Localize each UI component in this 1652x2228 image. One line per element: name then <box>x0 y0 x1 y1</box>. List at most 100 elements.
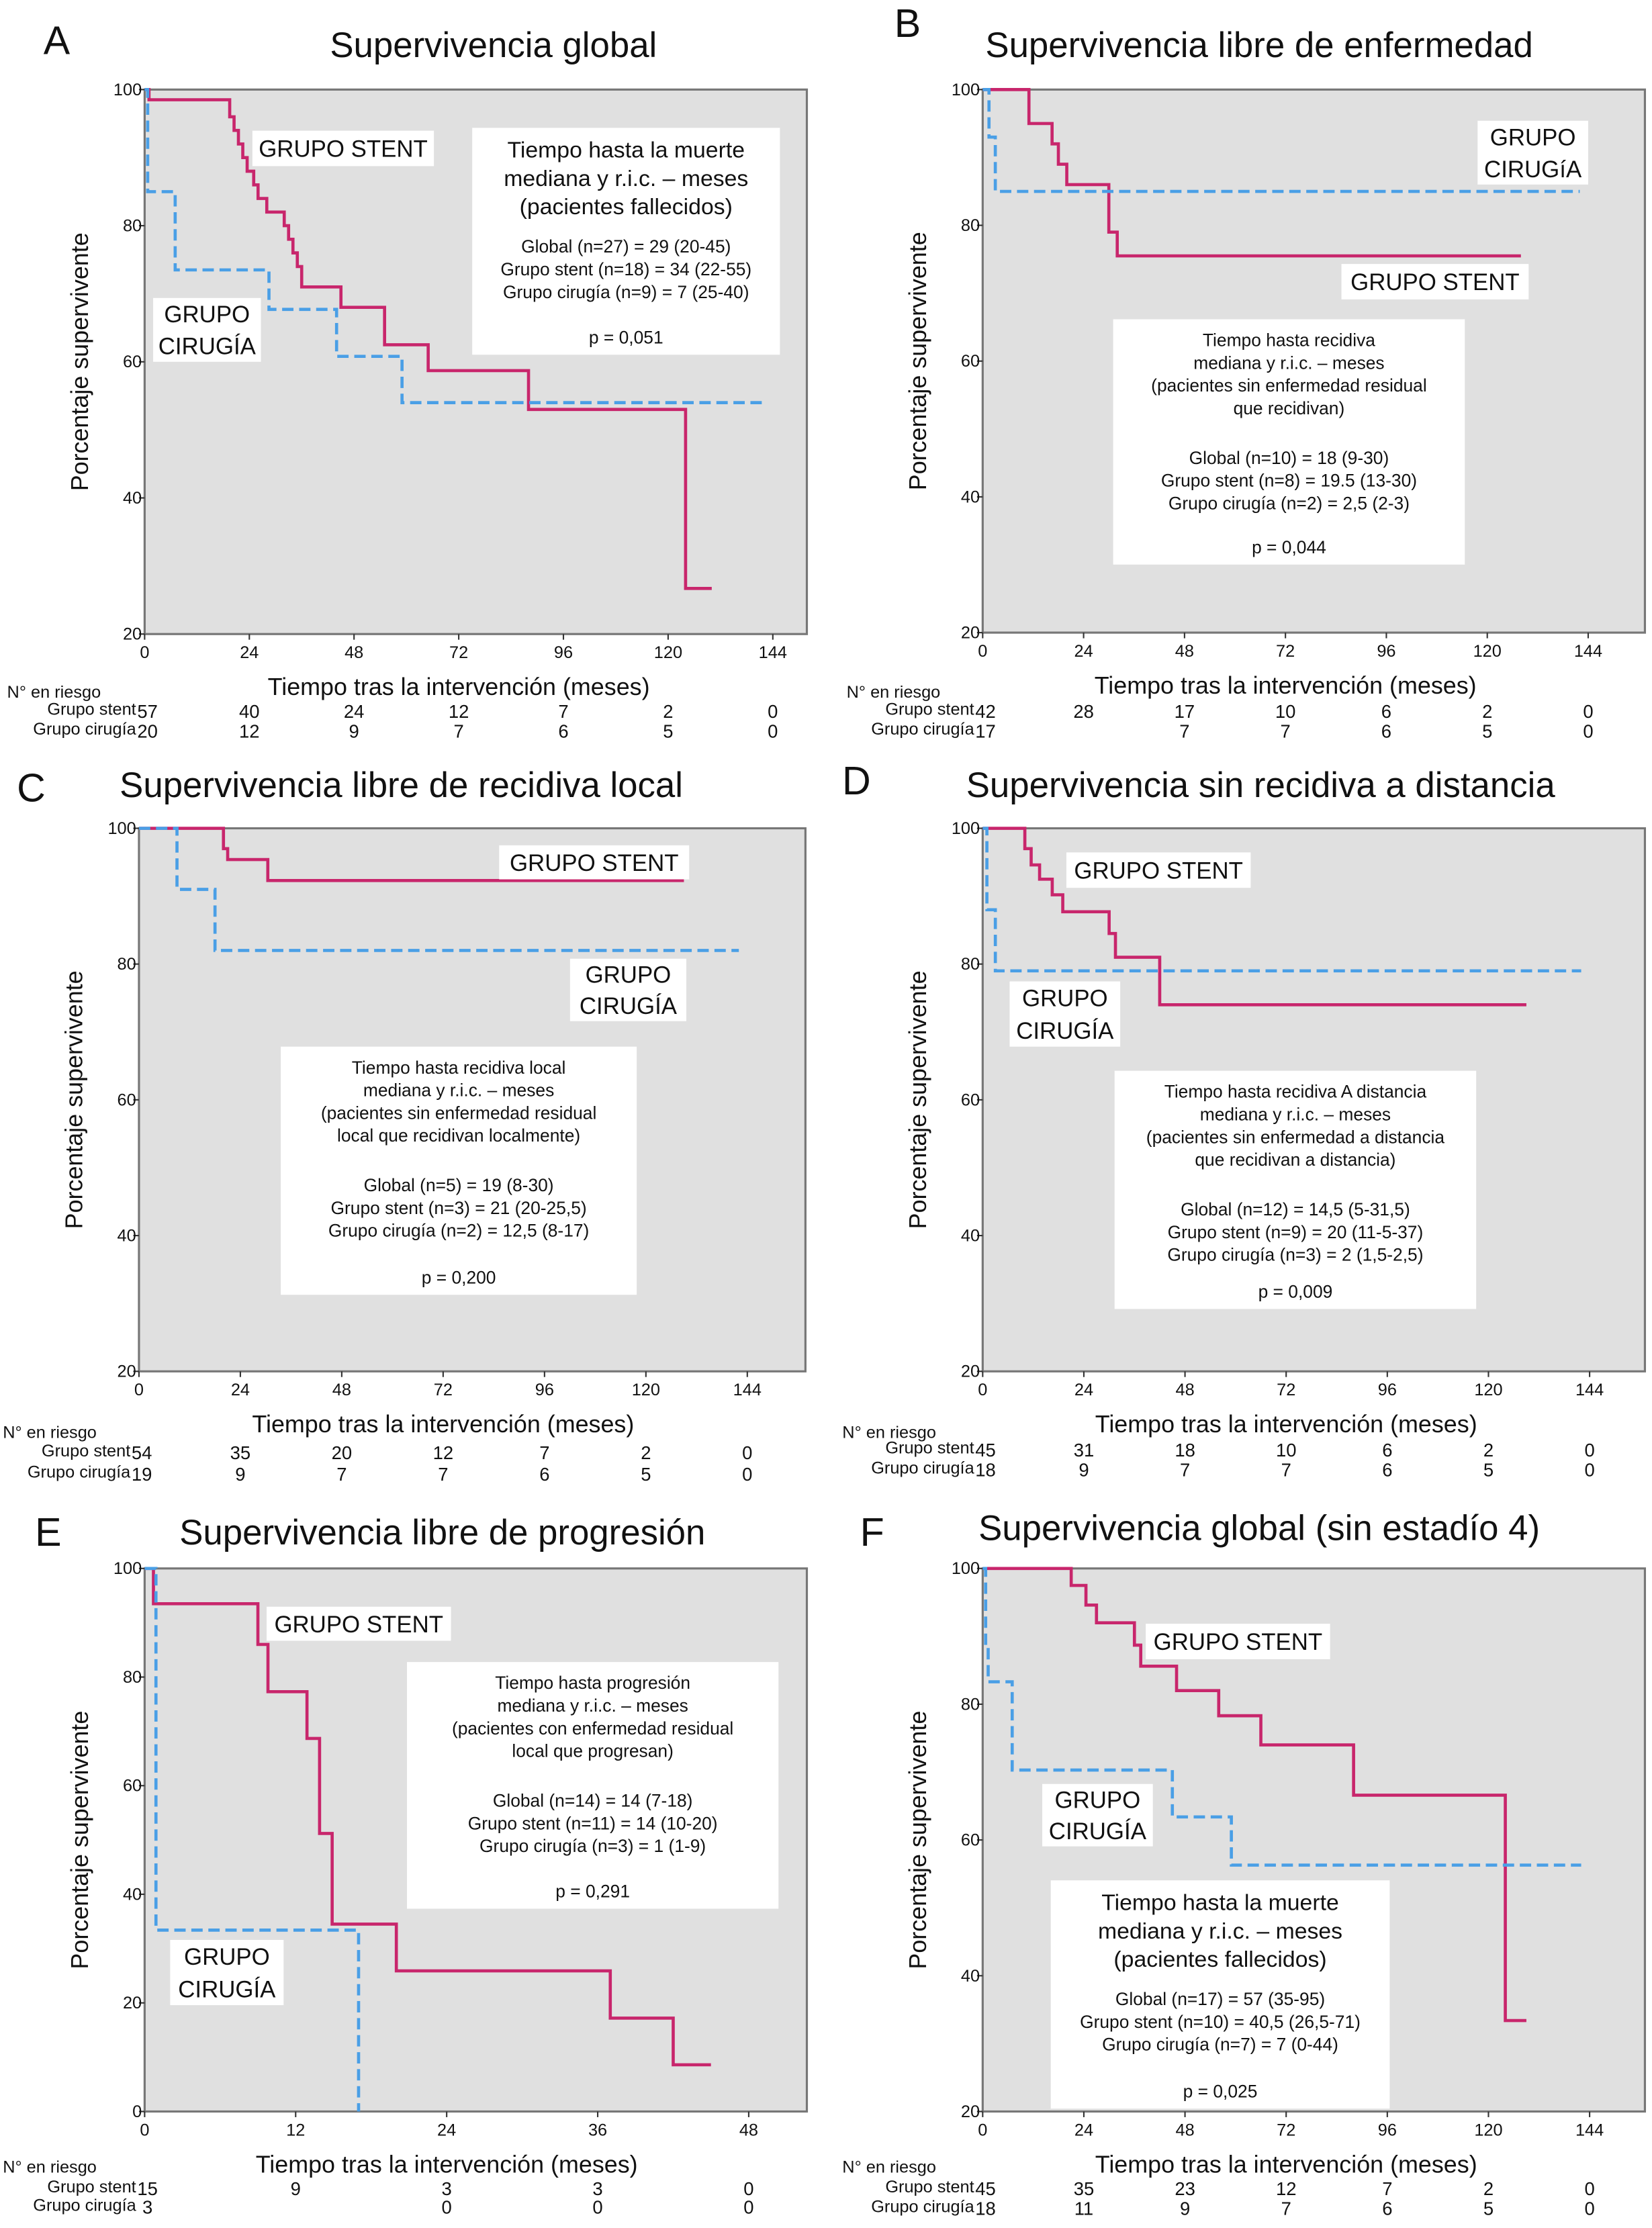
risk-stent-value: 7 <box>558 701 568 722</box>
info-header-line: Tiempo hasta la muerte <box>1101 1890 1338 1916</box>
x-tick-label: 144 <box>759 643 787 662</box>
risk-cirugia-value: 7 <box>1179 721 1189 741</box>
risk-cirugia-value: 6 <box>1382 1460 1392 1481</box>
info-box <box>1113 319 1465 565</box>
risk-stent-value: 17 <box>1175 701 1195 722</box>
risk-stent-value: 18 <box>1175 1440 1195 1460</box>
risk-cirugia-value: 12 <box>239 721 260 741</box>
info-header-line: (pacientes sin enfermedad residual <box>321 1103 597 1123</box>
info-header-line: local que progresan) <box>512 1741 673 1761</box>
y-tick-label: 20 <box>961 1362 980 1381</box>
x-axis-label: Tiempo tras la intervención (meses) <box>1095 2151 1477 2178</box>
info-box <box>1114 1070 1477 1309</box>
x-tick-label: 144 <box>733 1381 762 1399</box>
y-axis-label: Porcentaje supervivente <box>905 970 931 1229</box>
x-tick-label: 24 <box>231 1381 250 1399</box>
stent-group-label: GRUPO STENT <box>259 136 428 163</box>
risk-stent-value: 2 <box>1482 701 1492 722</box>
risk-stent-value: 0 <box>1584 1440 1594 1460</box>
risk-stent-value: 2 <box>1483 1440 1494 1460</box>
info-header-line: mediana y r.i.c. – meses <box>1193 353 1384 373</box>
chart-title: Supervivencia sin recidiva a distancia <box>966 765 1556 805</box>
info-stat-line: Grupo stent (n=3) = 21 (20-25,5) <box>330 1198 586 1218</box>
chart-title: Supervivencia libre de recidiva local <box>120 765 683 805</box>
risk-stent-value: 45 <box>975 2178 996 2199</box>
cirugia-group-label: GRUPO <box>1055 1788 1141 1814</box>
risk-stent-value: 12 <box>433 1442 454 1463</box>
y-tick-label: 40 <box>123 489 142 508</box>
group-label-box <box>1477 120 1588 185</box>
risk-table-title: N° en riesgo <box>7 683 101 702</box>
risk-cirugia-value: 7 <box>1281 1460 1291 1481</box>
x-tick-label: 120 <box>632 1381 660 1399</box>
y-tick-label: 20 <box>123 1994 142 2012</box>
y-axis-label: Porcentaje supervivente <box>60 970 87 1229</box>
risk-cirugia-value: 0 <box>1583 721 1593 741</box>
panel-c: C Supervivencia libre de recidiva local20… <box>3 765 807 1485</box>
x-tick-label: 144 <box>1575 2121 1604 2139</box>
group-label-box <box>170 1940 284 2006</box>
stent-survival-curve <box>982 827 1526 1007</box>
group-label-box <box>266 1606 451 1641</box>
risk-cirugia-label: Grupo cirugía <box>28 1463 131 1482</box>
info-header-line: Tiempo hasta recidiva A distancia <box>1164 1082 1427 1102</box>
risk-stent-value: 2 <box>663 701 673 722</box>
panel-letter: D <box>842 758 871 803</box>
risk-stent-value: 12 <box>449 701 469 722</box>
cirugia-group-label: GRUPO <box>586 962 672 988</box>
x-tick-label: 72 <box>1277 2121 1295 2139</box>
x-tick-label: 72 <box>449 643 468 662</box>
y-tick-label: 40 <box>961 1967 980 1986</box>
y-tick-label: 40 <box>123 1885 142 1904</box>
x-tick-label: 0 <box>978 1381 987 1399</box>
info-header-line: (pacientes sin enfermedad residual <box>1151 375 1427 396</box>
risk-cirugia-label: Grupo cirugía <box>33 2196 136 2215</box>
risk-stent-value: 6 <box>1382 1440 1392 1460</box>
risk-cirugia-value: 5 <box>663 721 673 741</box>
risk-stent-value: 9 <box>291 2178 301 2199</box>
cirugia-survival-curve <box>982 827 1581 973</box>
x-axis-label: Tiempo tras la intervención (meses) <box>1095 672 1477 699</box>
risk-stent-label: Grupo stent <box>885 700 974 719</box>
x-tick-label: 120 <box>1474 2121 1502 2139</box>
panel-b: B Supervivencia libre de enfermedad204060… <box>847 1 1647 741</box>
info-header-line: (pacientes fallecidos) <box>520 194 733 220</box>
y-tick-label: 100 <box>952 81 980 99</box>
stent-survival-curve <box>982 88 1521 258</box>
risk-cirugia-value: 9 <box>349 721 359 741</box>
info-header-line: local que recidivan localmente) <box>337 1125 580 1146</box>
y-tick-label: 60 <box>961 1831 980 1850</box>
x-tick-label: 72 <box>434 1381 453 1399</box>
cirugia-group-label: GRUPO <box>1490 124 1576 150</box>
stent-group-label: GRUPO STENT <box>1350 269 1520 295</box>
x-axis-label: Tiempo tras la intervención (meses) <box>268 674 650 700</box>
risk-cirugia-value: 5 <box>1482 721 1492 741</box>
info-header-line: mediana y r.i.c. – meses <box>1098 1918 1342 1944</box>
x-tick-label: 144 <box>1575 1381 1604 1399</box>
risk-cirugia-value: 7 <box>1281 721 1291 741</box>
risk-cirugia-value: 0 <box>768 721 778 741</box>
info-stat-line: Global (n=12) = 14,5 (5-31,5) <box>1181 1199 1410 1219</box>
info-header-line: Tiempo hasta recidiva <box>1203 330 1375 351</box>
y-tick-label: 40 <box>118 1227 136 1246</box>
info-box <box>407 1662 779 1909</box>
info-header-line: que recidivan a distancia) <box>1195 1150 1395 1170</box>
risk-cirugia-value: 9 <box>235 1464 245 1485</box>
y-axis-label: Porcentaje supervivente <box>66 1711 93 1969</box>
risk-stent-value: 15 <box>137 2178 158 2199</box>
risk-cirugia-value: 7 <box>453 721 463 741</box>
stent-group-label: GRUPO STENT <box>1074 857 1243 884</box>
risk-cirugia-label: Grupo cirugía <box>33 720 136 739</box>
info-box <box>1050 1880 1390 2109</box>
risk-cirugia-value: 5 <box>1483 1460 1494 1481</box>
risk-stent-label: Grupo stent <box>47 2178 136 2196</box>
risk-cirugia-value: 0 <box>592 2197 602 2218</box>
risk-stent-value: 2 <box>1483 2178 1494 2199</box>
risk-stent-label: Grupo stent <box>885 2178 974 2196</box>
y-tick-label: 60 <box>961 1090 980 1109</box>
chart-title: Supervivencia global (sin estadío 4) <box>978 1509 1540 1548</box>
x-tick-label: 48 <box>739 2121 758 2139</box>
info-header-line: Tiempo hasta progresión <box>495 1673 690 1693</box>
p-value: p = 0,200 <box>422 1267 496 1287</box>
x-tick-label: 0 <box>134 1381 144 1399</box>
